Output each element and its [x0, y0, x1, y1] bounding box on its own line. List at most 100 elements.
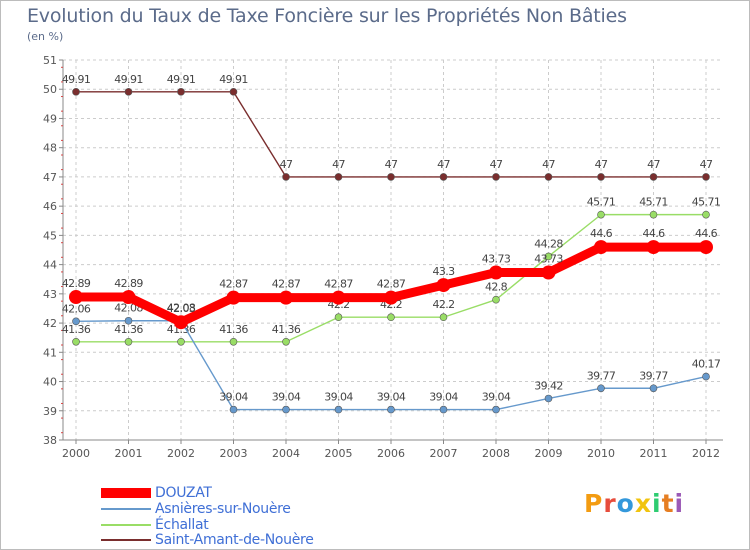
data-point-douzat	[594, 240, 608, 255]
data-label--challat: 45.71	[639, 196, 668, 209]
data-label-asni-res-sur-nou-re: 39.77	[587, 369, 616, 382]
data-point-douzat	[174, 315, 188, 330]
data-label-douzat: 43.3	[432, 265, 455, 278]
data-label-asni-res-sur-nou-re: 39.04	[429, 391, 458, 404]
legend-swatch-douzat	[101, 488, 151, 498]
data-point-saint-amant-de-nou-re	[72, 88, 80, 96]
data-label-douzat: 42.89	[114, 277, 143, 290]
data-point-douzat	[699, 240, 713, 255]
data-label--challat: 41.36	[219, 323, 248, 336]
data-label-saint-amant-de-nou-re: 49.91	[62, 73, 91, 86]
data-point-asni-res-sur-nou-re	[282, 405, 290, 414]
data-point-douzat	[121, 290, 136, 305]
data-label-douzat: 44.6	[695, 227, 718, 240]
data-label-douzat: 44.6	[642, 227, 665, 240]
data-point--challat	[334, 313, 343, 322]
y-tick-label: 46	[43, 200, 57, 213]
data-label-asni-res-sur-nou-re: 39.04	[219, 391, 248, 404]
data-label-saint-amant-de-nou-re: 47	[700, 158, 713, 171]
data-label-asni-res-sur-nou-re: 39.04	[272, 391, 301, 404]
data-point-asni-res-sur-nou-re	[72, 317, 80, 326]
y-tick-label: 43	[43, 288, 57, 301]
data-point-asni-res-sur-nou-re	[702, 372, 710, 381]
y-tick-label: 48	[43, 142, 57, 155]
data-point-douzat	[489, 265, 503, 280]
data-point-saint-amant-de-nou-re	[597, 173, 605, 181]
data-point-saint-amant-de-nou-re	[492, 173, 500, 181]
data-label--challat: 45.71	[692, 196, 721, 209]
logo-letter: r	[603, 489, 617, 518]
data-label-douzat: 42.03	[167, 302, 196, 315]
data-label-douzat: 42.87	[219, 278, 248, 291]
data-point-asni-res-sur-nou-re	[439, 405, 448, 414]
data-point-saint-amant-de-nou-re	[649, 173, 658, 181]
data-point--challat	[649, 210, 658, 219]
logo-letter: i	[674, 489, 685, 518]
data-point-asni-res-sur-nou-re	[387, 405, 395, 414]
data-label--challat: 44.28	[534, 237, 563, 250]
x-tick-label: 2006	[377, 447, 405, 460]
data-label-saint-amant-de-nou-re: 49.91	[219, 73, 248, 86]
data-label-saint-amant-de-nou-re: 49.91	[167, 73, 196, 86]
legend-swatch-echallat	[101, 524, 151, 526]
x-tick-label: 2011	[640, 447, 668, 460]
proxiti-logo: Proxiti	[584, 489, 684, 518]
data-point-asni-res-sur-nou-re	[334, 405, 343, 414]
data-point-douzat	[436, 278, 451, 293]
data-label-asni-res-sur-nou-re: 39.77	[639, 369, 668, 382]
data-point--challat	[439, 313, 448, 322]
data-label-douzat: 43.73	[482, 253, 511, 266]
data-label-douzat: 44.6	[590, 227, 613, 240]
data-label-asni-res-sur-nou-re: 40.17	[692, 358, 721, 371]
data-point-asni-res-sur-nou-re	[492, 405, 500, 414]
logo-letter: i	[652, 489, 662, 518]
y-tick-label: 49	[43, 112, 57, 125]
x-tick-label: 2001	[115, 447, 143, 460]
data-point--challat	[702, 210, 710, 219]
y-tick-label: 45	[43, 229, 57, 242]
data-point-saint-amant-de-nou-re	[124, 88, 133, 96]
legend-label-saint-amant: Saint-Amant-de-Nouère	[155, 532, 314, 548]
data-point-douzat	[331, 290, 346, 305]
data-label--challat: 41.36	[167, 323, 196, 336]
data-label-saint-amant-de-nou-re: 47	[542, 158, 555, 171]
y-tick-label: 38	[43, 434, 57, 447]
y-tick-label: 47	[43, 171, 57, 184]
data-label-douzat: 42.87	[324, 278, 353, 291]
data-label-saint-amant-de-nou-re: 47	[385, 158, 398, 171]
x-tick-label: 2000	[62, 447, 90, 460]
data-point-asni-res-sur-nou-re	[229, 405, 238, 414]
y-tick-label: 44	[43, 259, 57, 272]
logo-letter: P	[584, 489, 604, 518]
x-tick-label: 2003	[220, 447, 248, 460]
chart-unit: (en %)	[27, 30, 64, 43]
logo-letter: t	[661, 489, 675, 518]
data-label-asni-res-sur-nou-re: 39.04	[324, 391, 353, 404]
data-point-douzat	[384, 290, 398, 305]
x-tick-label: 2009	[535, 447, 563, 460]
x-tick-label: 2005	[325, 447, 353, 460]
data-point--challat	[544, 252, 553, 261]
data-label--challat: 41.36	[114, 323, 143, 336]
data-label-saint-amant-de-nou-re: 47	[437, 158, 450, 171]
data-point--challat	[177, 337, 185, 346]
data-label-saint-amant-de-nou-re: 47	[280, 158, 293, 171]
data-label-saint-amant-de-nou-re: 49.91	[114, 73, 143, 86]
data-label-douzat: 42.87	[272, 278, 301, 291]
data-label--challat: 42.2	[432, 298, 454, 311]
data-point-douzat	[541, 265, 556, 280]
data-label-asni-res-sur-nou-re: 42.08	[167, 302, 196, 315]
data-point-saint-amant-de-nou-re	[229, 88, 238, 96]
data-label--challat: 42.8	[485, 281, 508, 294]
data-label--challat: 45.71	[587, 196, 616, 209]
data-point-douzat	[279, 290, 293, 305]
data-point-saint-amant-de-nou-re	[439, 173, 448, 181]
x-tick-label: 2010	[587, 447, 615, 460]
y-tick-label: 51	[43, 54, 57, 67]
data-label-asni-res-sur-nou-re: 39.04	[377, 391, 406, 404]
data-point-douzat	[69, 290, 83, 305]
data-label-saint-amant-de-nou-re: 47	[595, 158, 608, 171]
data-point--challat	[492, 295, 500, 304]
